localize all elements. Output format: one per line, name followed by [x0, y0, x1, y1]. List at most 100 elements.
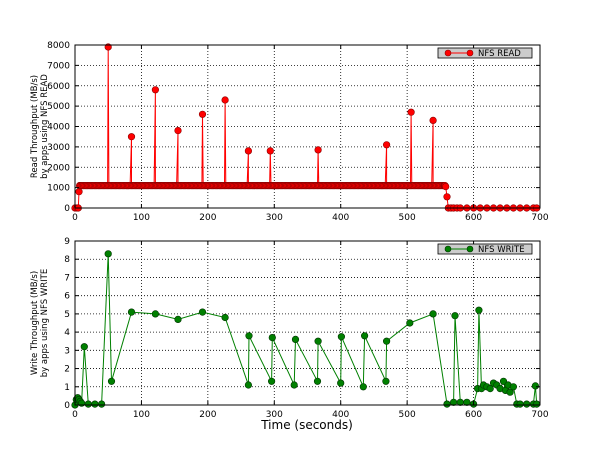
read-data-point [221, 96, 229, 104]
read-x-tick-label: 400 [332, 213, 349, 223]
read-y-tick-label: 8000 [47, 41, 70, 51]
read-x-tick-label: 600 [465, 213, 482, 223]
write-x-tick-label: 600 [465, 410, 482, 420]
write-y-tick-label: 4 [64, 328, 70, 338]
read-x-tick-label: 300 [266, 213, 283, 223]
write-data-point [337, 333, 346, 341]
read-data-point [383, 141, 391, 149]
write-data-point [486, 385, 494, 393]
write-x-tick-label: 100 [133, 410, 150, 420]
write-data-point [244, 381, 252, 389]
write-data-point [291, 335, 300, 344]
write-x-tick-label: 500 [399, 410, 416, 420]
write-legend-label: NFS WRITE [478, 245, 525, 255]
read-data-point [442, 183, 450, 191]
write-y-tick-label: 7 [64, 273, 70, 283]
write-data-point [383, 337, 391, 345]
write-x-tick-label: 400 [332, 410, 349, 420]
read-y-tick-label: 2000 [47, 163, 70, 173]
read-chart: 0 100 200 300 400 500 600 700010002000300040005… [30, 41, 549, 223]
write-y-tick-label: 1 [64, 383, 70, 393]
write-data-point [516, 400, 524, 408]
read-y-tick-label: 1000 [47, 184, 70, 194]
read-y-tick-label: 3000 [47, 143, 70, 153]
write-y-tick-label: 3 [64, 346, 70, 356]
chart-panels: 0 100 200 300 400 500 600 700010002000300040005… [30, 41, 549, 420]
write-data-point [443, 400, 451, 408]
write-data-point [313, 377, 322, 385]
read-legend-box [437, 47, 533, 59]
read-y-tick-label: 6000 [47, 82, 70, 92]
write-y-tick-label: 0 [64, 401, 70, 411]
write-data-point [314, 337, 322, 345]
write-data-point [337, 379, 345, 387]
read-y-tick-label: 7000 [47, 61, 70, 71]
write-data-point [359, 383, 367, 391]
write-y-tick-label: 9 [64, 237, 70, 247]
write-data-point [290, 381, 298, 389]
read-data-point [151, 86, 159, 94]
write-y-tick-label: 8 [64, 255, 70, 265]
write-y-tick-label: 5 [64, 310, 70, 320]
write-data-point [97, 400, 106, 408]
write-data-point [463, 398, 471, 406]
read-data-point [429, 116, 437, 124]
read-legend-marker [444, 49, 452, 57]
read-data-point [443, 193, 451, 201]
read-data-point [244, 147, 252, 155]
write-data-point [429, 310, 437, 318]
write-data-point [523, 400, 531, 408]
read-x-tick-label: 100 [133, 213, 150, 223]
write-data-point [268, 377, 276, 385]
read-y-tick-label: 5000 [47, 102, 70, 112]
write-x-tick-label: 700 [531, 410, 548, 420]
read-data-point [127, 133, 136, 141]
write-data-point [451, 312, 459, 320]
write-data-point [104, 250, 112, 258]
write-data-point [382, 377, 390, 385]
write-data-point [533, 400, 541, 408]
read-data-point [407, 108, 415, 116]
write-data-point [84, 400, 92, 408]
write-data-point [221, 313, 229, 322]
write-axes-frame [74, 240, 541, 406]
write-x-tick-label: 200 [199, 410, 216, 420]
write-data-point [174, 315, 182, 324]
write-legend-marker [466, 245, 474, 253]
write-chart: 0 100 200 300 400 500 600 700 0 1 2 3 4 5 6 7 8 9 Write Th… [30, 237, 549, 420]
read-data-point [198, 110, 207, 118]
write-data-point [506, 388, 514, 396]
read-x-tick-label: 500 [399, 213, 416, 223]
write-data-point [198, 308, 207, 316]
read-x-tick-label: 200 [199, 213, 216, 223]
write-data-point [268, 334, 276, 342]
write-x-tick-label: 0 [72, 410, 78, 420]
write-data-point [475, 306, 483, 314]
write-data-point [91, 400, 99, 408]
read-y-tick-label: 0 [64, 204, 70, 214]
write-data-point [361, 332, 369, 340]
write-legend-box [437, 243, 533, 255]
read-x-tick-label: 700 [531, 213, 548, 223]
read-y-tick-label: 4000 [47, 123, 70, 133]
write-legend-marker [444, 245, 452, 253]
read-data-point [266, 147, 274, 155]
read-legend: NFS READ [437, 47, 533, 59]
figure-xlabel: Time (seconds) [260, 418, 353, 432]
read-data-point [75, 188, 83, 196]
write-ylabel: Write Throughput (MB/s)by apps using NFS… [30, 269, 50, 378]
read-x-tick-label: 0 [72, 213, 78, 223]
write-data-point [151, 310, 159, 318]
write-data-point [80, 343, 88, 351]
write-data-point [245, 332, 253, 340]
write-x-tick-label: 300 [266, 410, 283, 420]
write-data-point [406, 319, 414, 327]
write-legend: NFS WRITE [437, 243, 533, 255]
write-data-point [77, 399, 86, 407]
write-y-tick-label: 2 [64, 365, 70, 375]
write-y-tick-label: 6 [64, 292, 70, 302]
read-data-point [174, 127, 182, 135]
write-data-point [107, 377, 116, 385]
